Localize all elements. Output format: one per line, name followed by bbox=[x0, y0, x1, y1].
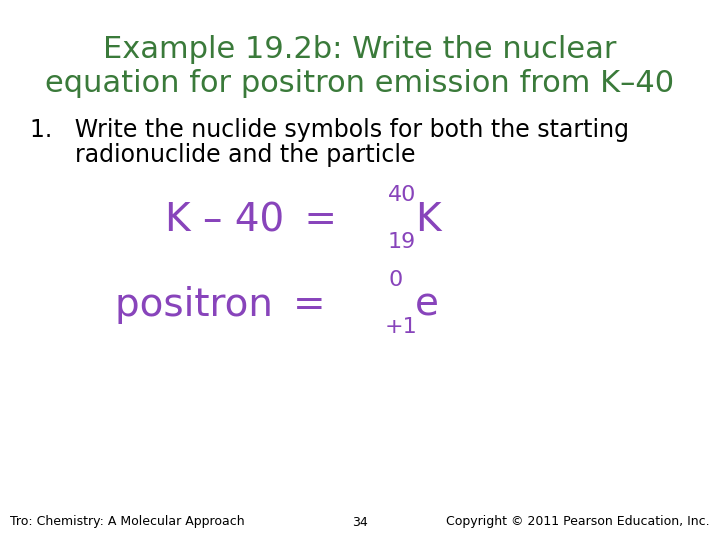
Text: equation for positron emission from K–40: equation for positron emission from K–40 bbox=[45, 69, 675, 98]
Text: 0: 0 bbox=[388, 270, 402, 290]
Text: e: e bbox=[415, 286, 439, 324]
Text: K – 40  =: K – 40 = bbox=[165, 201, 337, 239]
Text: radionuclide and the particle: radionuclide and the particle bbox=[30, 143, 415, 167]
Text: positron  =: positron = bbox=[115, 286, 325, 324]
Text: 19: 19 bbox=[388, 232, 416, 252]
Text: 34: 34 bbox=[352, 516, 368, 529]
Text: Tro: Chemistry: A Molecular Approach: Tro: Chemistry: A Molecular Approach bbox=[10, 516, 245, 529]
Text: Example 19.2b: Write the nuclear: Example 19.2b: Write the nuclear bbox=[103, 36, 617, 64]
Text: 40: 40 bbox=[388, 185, 416, 205]
Text: K: K bbox=[415, 201, 441, 239]
Text: 1.   Write the nuclide symbols for both the starting: 1. Write the nuclide symbols for both th… bbox=[30, 118, 629, 142]
Text: +1: +1 bbox=[385, 317, 418, 337]
Text: Copyright © 2011 Pearson Education, Inc.: Copyright © 2011 Pearson Education, Inc. bbox=[446, 516, 710, 529]
